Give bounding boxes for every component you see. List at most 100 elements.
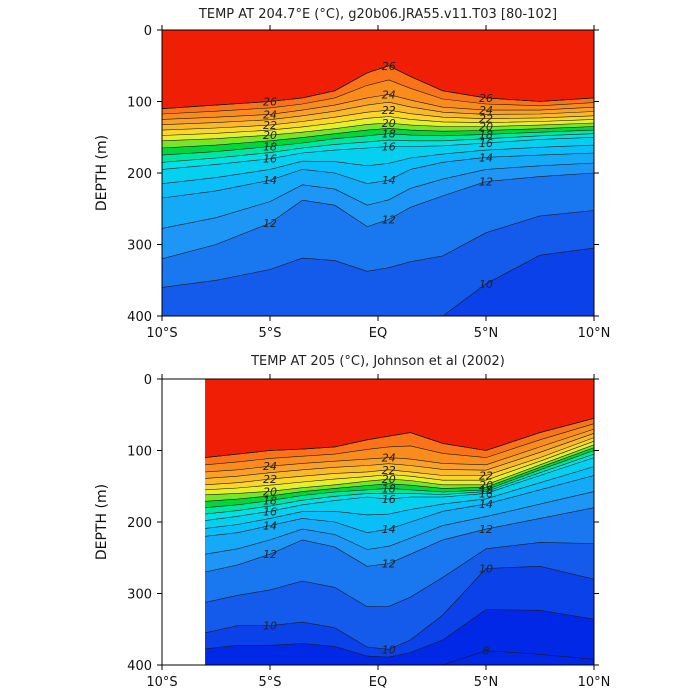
x-tick-label: 5°N xyxy=(474,326,499,341)
contour-label: 12 xyxy=(263,217,277,230)
contour-line xyxy=(205,423,595,466)
contour-label: 20 xyxy=(382,117,396,130)
contour-label: 20 xyxy=(479,479,493,492)
contour-label: 22 xyxy=(382,104,396,117)
contour-label: 16 xyxy=(382,493,396,506)
y-tick-label: 0 xyxy=(144,373,152,388)
contour-label: 16 xyxy=(263,153,277,166)
contour-label: 20 xyxy=(263,485,277,498)
contour-line xyxy=(161,79,595,115)
contour-label: 10 xyxy=(263,620,277,633)
contour-label: 18 xyxy=(479,484,493,497)
contour-label: 10 xyxy=(479,278,493,291)
contour-line xyxy=(205,450,595,508)
panel-title-model: TEMP AT 204.7°E (°C), g20b06.JRA55.v11.T… xyxy=(198,7,557,22)
contour-line xyxy=(205,437,595,486)
contour-label: 12 xyxy=(382,558,396,571)
x-tick-label: 10°N xyxy=(578,326,611,341)
contour-line xyxy=(205,440,595,491)
y-tick-label: 400 xyxy=(127,659,152,674)
contour-label: 12 xyxy=(479,176,493,189)
contour-line xyxy=(205,491,595,555)
x-tick-label: EQ xyxy=(369,675,387,690)
contour-line xyxy=(205,447,595,502)
x-tick-label: 10°S xyxy=(146,675,177,690)
contour-label: 16 xyxy=(479,487,493,500)
axis-ticks-observations: 10°S 5°S EQ 5°N 10°N 0 100 200 300 400 xyxy=(127,373,610,690)
contour-label: 12 xyxy=(382,214,396,227)
contour-label: 22 xyxy=(263,119,277,132)
contour-fill-observations xyxy=(205,379,594,665)
x-tick-label: 10°N xyxy=(578,675,611,690)
contour-label: 16 xyxy=(263,505,277,518)
contour-line xyxy=(205,507,595,573)
contour-line xyxy=(161,94,595,120)
y-tick-label: 400 xyxy=(127,310,152,325)
contour-fill-model xyxy=(162,30,594,316)
contour-line xyxy=(161,144,595,184)
x-tick-label: 5°N xyxy=(474,675,499,690)
y-tick-label: 200 xyxy=(127,516,152,531)
contour-line xyxy=(205,457,595,521)
contour-label: 24 xyxy=(382,452,396,465)
contour-line xyxy=(161,109,595,131)
contour-label: 24 xyxy=(382,88,396,101)
x-tick-label: 5°S xyxy=(258,675,281,690)
contour-label: 14 xyxy=(479,151,493,164)
contour-label: 26 xyxy=(479,92,493,105)
contour-label: 18 xyxy=(382,482,396,495)
contour-label: 22 xyxy=(263,473,277,486)
contour-label: 22 xyxy=(479,113,493,126)
contour-line xyxy=(161,126,595,149)
contour-label: 24 xyxy=(479,104,493,117)
contour-label: 26 xyxy=(263,96,277,109)
contour-label: 18 xyxy=(263,495,277,508)
contour-line xyxy=(161,162,595,229)
contour-label: 10 xyxy=(479,563,493,576)
contour-line xyxy=(161,129,595,156)
contour-label: 20 xyxy=(382,473,396,486)
contour-label: 26 xyxy=(382,60,396,73)
contour-line xyxy=(161,101,595,125)
contour-label: 14 xyxy=(263,174,277,187)
contour-line xyxy=(205,418,595,458)
panel-model: TEMP AT 204.7°E (°C), g20b06.JRA55.v11.T… xyxy=(94,7,610,341)
contour-label: 14 xyxy=(263,520,277,533)
panel-observations: TEMP AT 205 (°C), Johnson et al (2002) 8… xyxy=(94,354,610,690)
contour-line xyxy=(205,453,595,515)
contour-line xyxy=(205,466,595,529)
y-tick-label: 300 xyxy=(127,239,152,254)
contour-line xyxy=(205,433,595,479)
y-tick-label: 100 xyxy=(127,96,152,111)
contour-line xyxy=(161,152,595,199)
contour-line xyxy=(205,475,595,537)
contour-label: 14 xyxy=(382,174,396,187)
contour-line xyxy=(205,542,595,608)
contour-line xyxy=(205,428,595,473)
y-axis-label-observations: DEPTH (m) xyxy=(94,484,110,560)
contour-line xyxy=(205,444,595,496)
contour-line xyxy=(161,133,595,163)
contour-line xyxy=(161,172,595,260)
contour-label: 22 xyxy=(479,470,493,483)
contour-label: 12 xyxy=(479,523,493,536)
contour-label: 18 xyxy=(479,128,493,141)
contour-label: 14 xyxy=(479,498,493,511)
panel-title-observations: TEMP AT 205 (°C), Johnson et al (2002) xyxy=(250,354,505,369)
contour-label: 22 xyxy=(382,464,396,477)
contour-line xyxy=(161,210,595,288)
contour-line xyxy=(205,609,595,658)
y-tick-label: 100 xyxy=(127,445,152,460)
contour-label: 16 xyxy=(382,141,396,154)
contour-label: 18 xyxy=(263,141,277,154)
contour-label: 20 xyxy=(263,129,277,142)
contour-line xyxy=(161,137,595,170)
y-tick-label: 300 xyxy=(127,588,152,603)
contour-label: 20 xyxy=(479,121,493,134)
contour-label: 16 xyxy=(479,137,493,150)
contour-label: 24 xyxy=(263,108,277,121)
contour-label: 18 xyxy=(382,128,396,141)
